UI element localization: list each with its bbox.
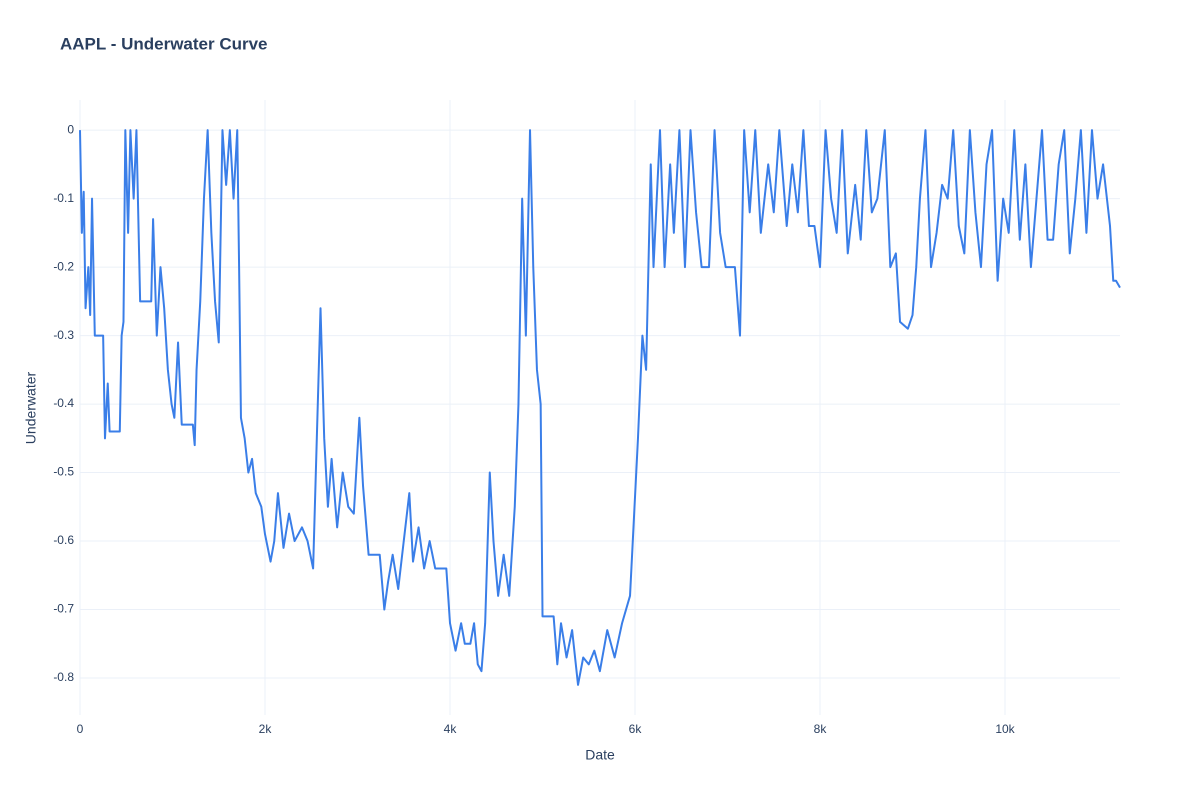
y-tick-label: -0.4 (53, 396, 74, 410)
line-series (79, 129, 1121, 686)
y-tick-label: -0.3 (53, 328, 74, 342)
y-tick-label: -0.5 (53, 465, 74, 479)
y-tick-label: 0 (67, 122, 74, 136)
y-tick-label: -0.8 (53, 670, 74, 684)
x-tick-label: 8k (814, 722, 828, 736)
x-tick-label: 4k (444, 722, 458, 736)
x-tick-label: 10k (995, 722, 1015, 736)
x-tick-label: 2k (259, 722, 273, 736)
x-tick-label: 0 (77, 722, 84, 736)
y-axis-title: Underwater (23, 371, 39, 444)
y-tick-label: -0.7 (53, 602, 74, 616)
y-tick-label: -0.1 (53, 191, 74, 205)
chart-title: AAPL - Underwater Curve (60, 34, 268, 53)
x-tick-label: 6k (629, 722, 643, 736)
y-tick-label: -0.2 (53, 259, 74, 273)
y-tick-label: -0.6 (53, 533, 74, 547)
x-axis-title: Date (585, 747, 615, 763)
